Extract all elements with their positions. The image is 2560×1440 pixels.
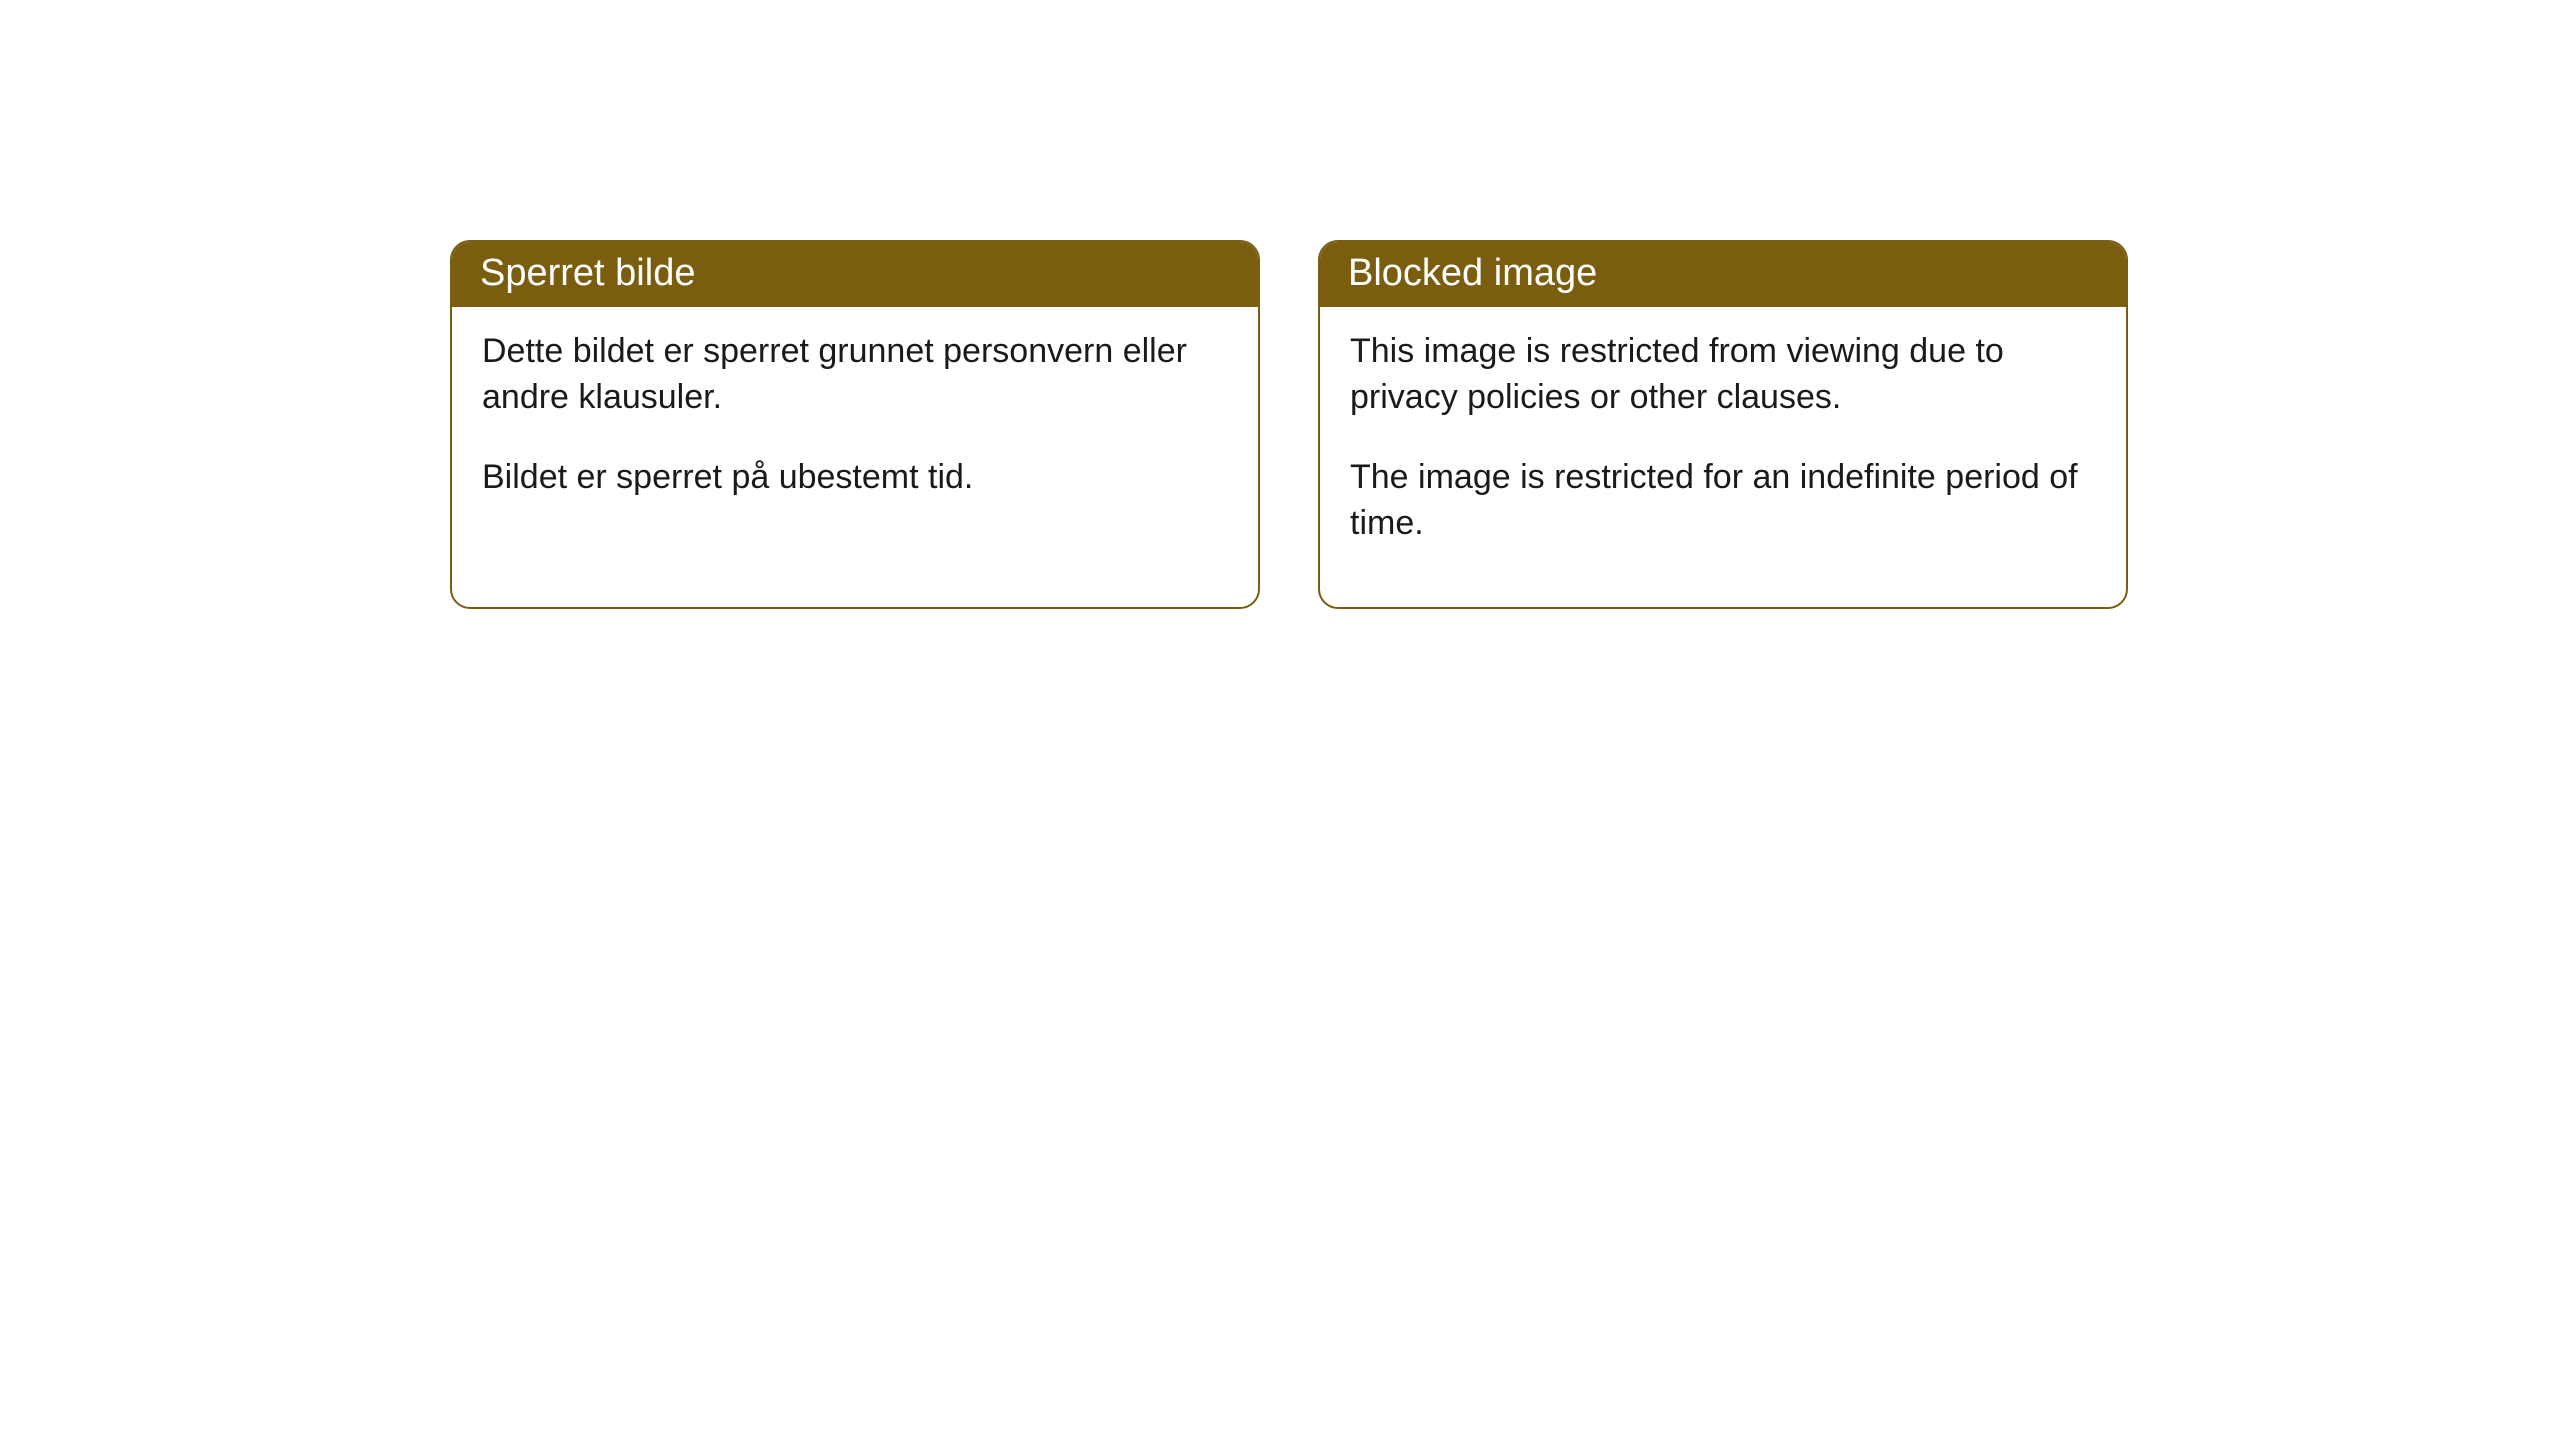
card-header-english: Blocked image: [1320, 242, 2126, 307]
card-body-norwegian: Dette bildet er sperret grunnet personve…: [452, 307, 1258, 561]
card-paragraph-1: Dette bildet er sperret grunnet personve…: [482, 329, 1228, 421]
card-paragraph-2: Bildet er sperret på ubestemt tid.: [482, 455, 1228, 501]
card-header-norwegian: Sperret bilde: [452, 242, 1258, 307]
card-paragraph-1: This image is restricted from viewing du…: [1350, 329, 2096, 421]
card-paragraph-2: The image is restricted for an indefinit…: [1350, 455, 2096, 547]
card-norwegian: Sperret bilde Dette bildet er sperret gr…: [450, 240, 1260, 609]
cards-container: Sperret bilde Dette bildet er sperret gr…: [0, 0, 2560, 609]
card-english: Blocked image This image is restricted f…: [1318, 240, 2128, 609]
card-body-english: This image is restricted from viewing du…: [1320, 307, 2126, 607]
